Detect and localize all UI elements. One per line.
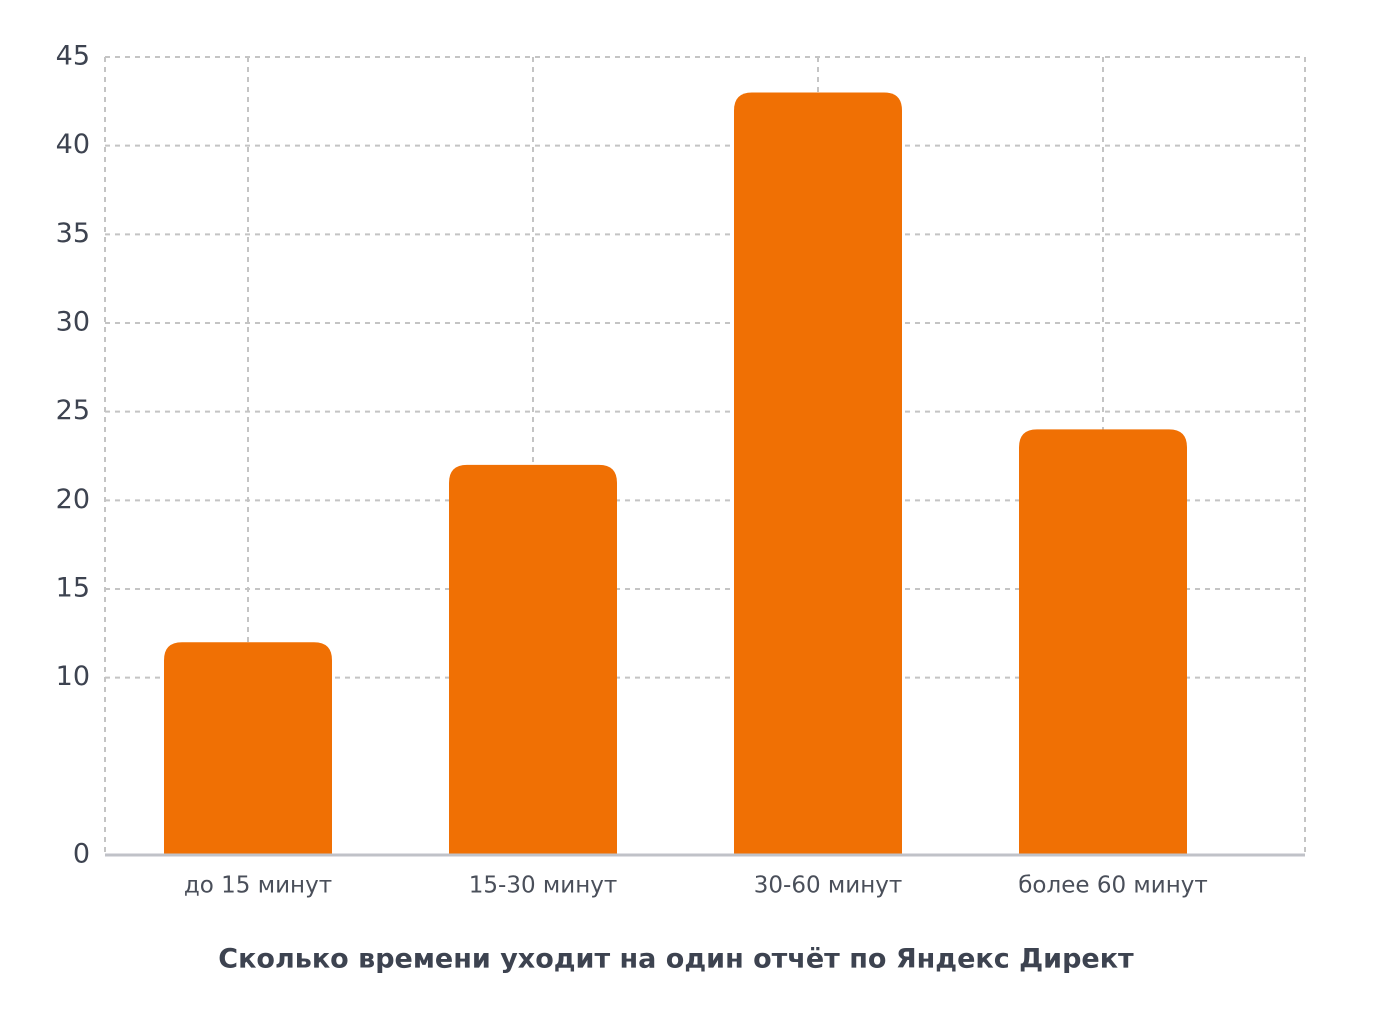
x-tick-label: 30-60 минут bbox=[754, 873, 903, 899]
x-tick-label: до 15 минут bbox=[184, 873, 332, 899]
bar bbox=[164, 642, 332, 855]
y-tick-label: 35 bbox=[56, 218, 90, 249]
y-tick-label: 20 bbox=[56, 484, 90, 515]
x-tick-label: более 60 минут bbox=[1018, 873, 1208, 899]
y-tick-label: 45 bbox=[56, 41, 90, 72]
y-tick-label: 40 bbox=[56, 129, 90, 160]
bar bbox=[1019, 429, 1187, 855]
chart-title: Сколько времени уходит на один отчёт по … bbox=[218, 944, 1134, 975]
y-tick-label: 25 bbox=[56, 395, 90, 426]
y-tick-label: 15 bbox=[56, 573, 90, 604]
bar bbox=[449, 464, 617, 855]
y-tick-label: 0 bbox=[73, 839, 90, 870]
bar bbox=[734, 92, 902, 855]
x-tick-label: 15-30 минут bbox=[469, 873, 618, 899]
y-tick-label: 30 bbox=[56, 307, 90, 338]
y-tick-label: 10 bbox=[56, 661, 90, 692]
